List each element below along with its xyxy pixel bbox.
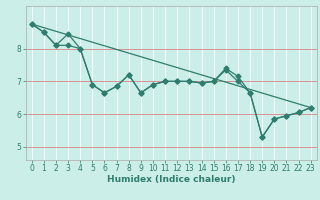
X-axis label: Humidex (Indice chaleur): Humidex (Indice chaleur) [107,175,236,184]
